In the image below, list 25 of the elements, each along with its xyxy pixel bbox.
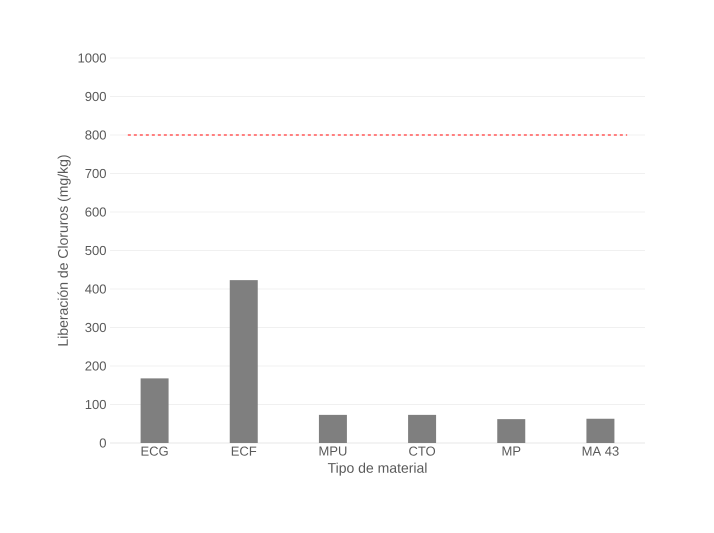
bar — [140, 378, 169, 443]
y-tick-label: 900 — [85, 92, 106, 102]
bar — [408, 414, 436, 443]
y-tick-label: 800 — [85, 130, 106, 140]
x-tick-label: ECF — [232, 446, 256, 456]
y-tick-label: 400 — [85, 284, 106, 294]
x-tick-label: MP — [502, 446, 520, 456]
y-tick-label: 1000 — [78, 53, 106, 63]
y-tick-label: 0 — [100, 438, 106, 448]
x-tick-label: CTO — [409, 446, 436, 456]
y-axis-title: Liberación de Cloruros (mg/kg) — [57, 155, 71, 346]
y-tick-label: 100 — [86, 400, 106, 410]
x-tick-label: MA 43 — [582, 446, 619, 456]
y-tick-label: 500 — [85, 246, 106, 256]
y-tick-label: 700 — [85, 168, 106, 178]
bar — [230, 280, 258, 443]
bar — [497, 419, 526, 443]
bar — [586, 418, 614, 443]
x-axis-title: Tipo de material — [328, 462, 426, 476]
bar — [318, 414, 347, 443]
y-tick-label: 300 — [85, 322, 106, 332]
y-tick-label: 600 — [85, 207, 106, 217]
x-tick-label: ECG — [142, 446, 168, 456]
x-tick-label: MPU — [320, 446, 346, 456]
y-tick-label: 200 — [85, 361, 106, 371]
